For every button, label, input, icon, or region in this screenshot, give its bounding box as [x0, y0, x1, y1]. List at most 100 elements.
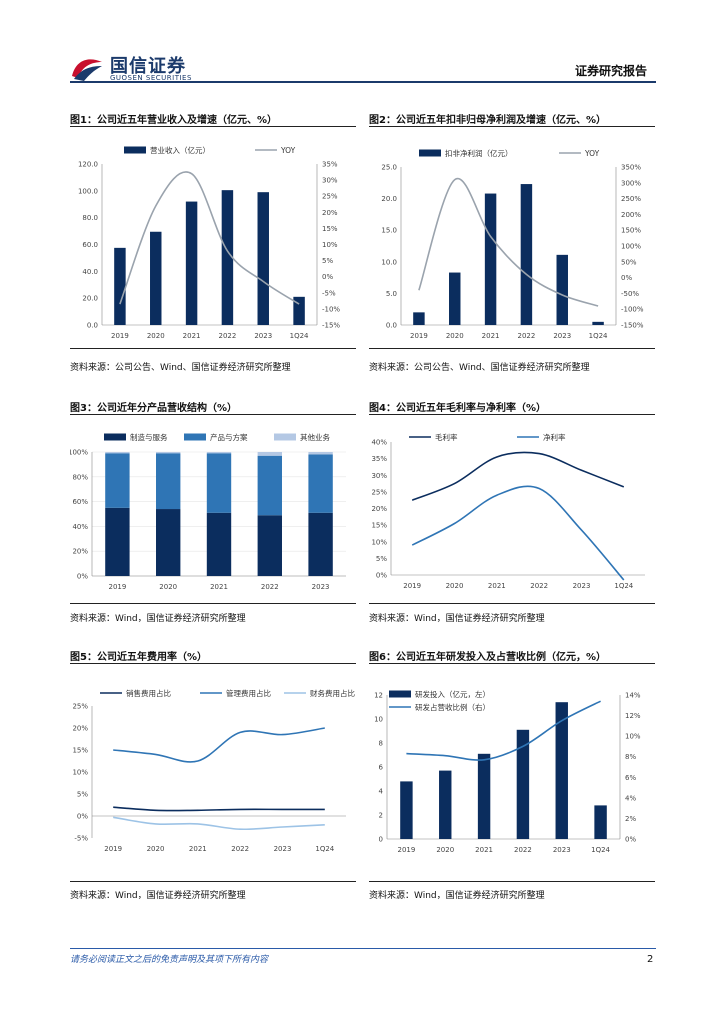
y-tick-label: 30%: [371, 472, 387, 480]
y2-tick-label: 8%: [625, 753, 636, 761]
x-tick-label: 2023: [274, 845, 292, 853]
legend-item-0-label: 毛利率: [435, 432, 458, 442]
legend-item-2-swatch: [274, 433, 296, 441]
y-tick-label: 0%: [77, 813, 88, 821]
x-tick-label: 2023: [573, 582, 591, 590]
series-line-2: [113, 816, 325, 831]
figure-source-3: 资料来源：Wind，国信证券经济研究所整理: [70, 614, 246, 624]
figure-rule-top-3: [70, 414, 356, 415]
chart-product-structure: 0% 20% 40% 60% 80% 100% 2019 2020 2021 2022 2023 制造…: [70, 432, 346, 591]
bar: [477, 753, 491, 839]
x-tick-label: 2019: [108, 583, 126, 591]
y-tick-label: 4: [379, 788, 384, 796]
x-tick-label: 2020: [446, 332, 464, 340]
legend-item-1-label: 研发占营收比例（右）: [415, 702, 490, 712]
figure-rule-bottom-2: [369, 348, 655, 349]
figure-rule-bottom-5: [70, 881, 356, 882]
legend-item-0-label: 研发投入（亿元，左）: [415, 689, 490, 699]
y-tick-label: 0: [379, 836, 383, 844]
y-tick-label: 2: [379, 812, 383, 820]
x-tick-label: 2022: [231, 845, 249, 853]
legend-item-0-label: 销售费用占比: [126, 688, 171, 698]
y2-tick-label: 30%: [322, 177, 338, 185]
bar: [594, 805, 607, 839]
bar: [400, 781, 413, 839]
x-tick-label: 2022: [261, 583, 279, 591]
figure-title-5: 图5：公司近五年费用率（%）: [70, 652, 207, 663]
x-tick-label: 2021: [482, 332, 500, 340]
bar: [449, 272, 461, 325]
y-tick-label: 20%: [72, 548, 88, 556]
y2-tick-label: 10%: [625, 733, 641, 741]
x-tick-label: 2019: [111, 332, 129, 340]
bar: [516, 729, 530, 839]
logo-mark-icon: [72, 59, 102, 81]
bar: [555, 702, 568, 839]
figure-source-6: 资料来源：Wind，国信证券经济研究所整理: [369, 891, 545, 901]
x-tick-label: 2022: [219, 332, 237, 340]
series-line-1: [113, 727, 325, 763]
y-tick-label: 8: [379, 740, 383, 748]
y-tick-label: 120.0: [78, 161, 98, 169]
figure-rule-bottom-6: [369, 881, 655, 882]
y2-tick-label: 15%: [322, 225, 338, 233]
y-tick-label: -5%: [74, 835, 88, 843]
figure-rule-top-1: [70, 126, 356, 127]
legend-item-0-label: 营业收入（亿元）: [150, 145, 210, 155]
series-line-0: [418, 177, 599, 307]
bar-segment-0: [105, 507, 130, 576]
legend-item-1-label: 产品与方案: [210, 432, 248, 442]
figure-rule-bottom-4: [369, 603, 655, 604]
bar: [114, 247, 126, 325]
y2-tick-label: -150%: [621, 322, 644, 330]
y-tick-label: 0%: [376, 572, 387, 580]
x-tick-label: 2021: [183, 332, 201, 340]
y-tick-label: 25%: [72, 703, 88, 711]
y2-tick-label: 5%: [322, 257, 333, 265]
y-tick-label: 25.0: [381, 164, 397, 172]
x-tick-label: 2023: [312, 583, 330, 591]
x-tick-label: 2021: [189, 845, 207, 853]
bar-segment-2: [156, 452, 181, 454]
bar-segment-2: [308, 452, 333, 455]
y2-tick-label: 300%: [621, 179, 641, 187]
y-tick-label: 80.0: [82, 214, 98, 222]
y-tick-label: 40%: [371, 439, 387, 447]
figure-title-4: 图4：公司近五年毛利率与净利率（%）: [369, 403, 546, 414]
x-tick-label: 1Q24: [589, 332, 608, 340]
bar: [520, 184, 533, 325]
y2-tick-label: 14%: [625, 692, 641, 700]
footer-disclaimer: 请务必阅读正文之后的免责声明及其项下所有内容: [70, 955, 269, 965]
figure-title-3: 图3：公司近年分产品营收结构（%）: [70, 403, 237, 414]
y-tick-label: 60.0: [82, 241, 98, 249]
series-line-1: [411, 485, 625, 581]
bar-segment-1: [156, 453, 181, 510]
figure-rule-bottom-1: [70, 348, 356, 349]
y-tick-label: 10: [374, 716, 383, 724]
y-tick-label: 100.0: [78, 187, 98, 195]
y-tick-label: 12: [374, 692, 383, 700]
y-tick-label: 20.0: [82, 295, 98, 303]
y2-tick-label: 250%: [621, 195, 641, 203]
bar: [484, 193, 497, 325]
y-tick-label: 10%: [72, 769, 88, 777]
footer-rule: [70, 948, 656, 949]
y-tick-label: 0.0: [87, 322, 98, 330]
y2-tick-label: 6%: [625, 774, 636, 782]
y2-tick-label: 20%: [322, 209, 338, 217]
y2-tick-label: 350%: [621, 164, 641, 172]
y-tick-label: 5.0: [386, 290, 397, 298]
figure-title-1: 图1：公司近五年营业收入及增速（亿元、%）: [70, 115, 277, 126]
bar: [221, 190, 234, 325]
report-type: 证券研究报告: [575, 64, 648, 78]
legend-item-0-swatch: [104, 433, 126, 441]
header-rule: [70, 81, 656, 83]
legend-item-1-label: 管理费用占比: [226, 688, 271, 698]
figure-rule-top-5: [70, 663, 356, 664]
x-tick-label: 2020: [147, 332, 165, 340]
series-line-0: [119, 171, 300, 305]
figure-source-2: 资料来源：公司公告、Wind、国信证券经济研究所整理: [369, 363, 590, 373]
figure-rule-top-6: [369, 663, 655, 664]
legend-item-1-swatch: [184, 433, 206, 441]
x-tick-label: 2020: [159, 583, 177, 591]
